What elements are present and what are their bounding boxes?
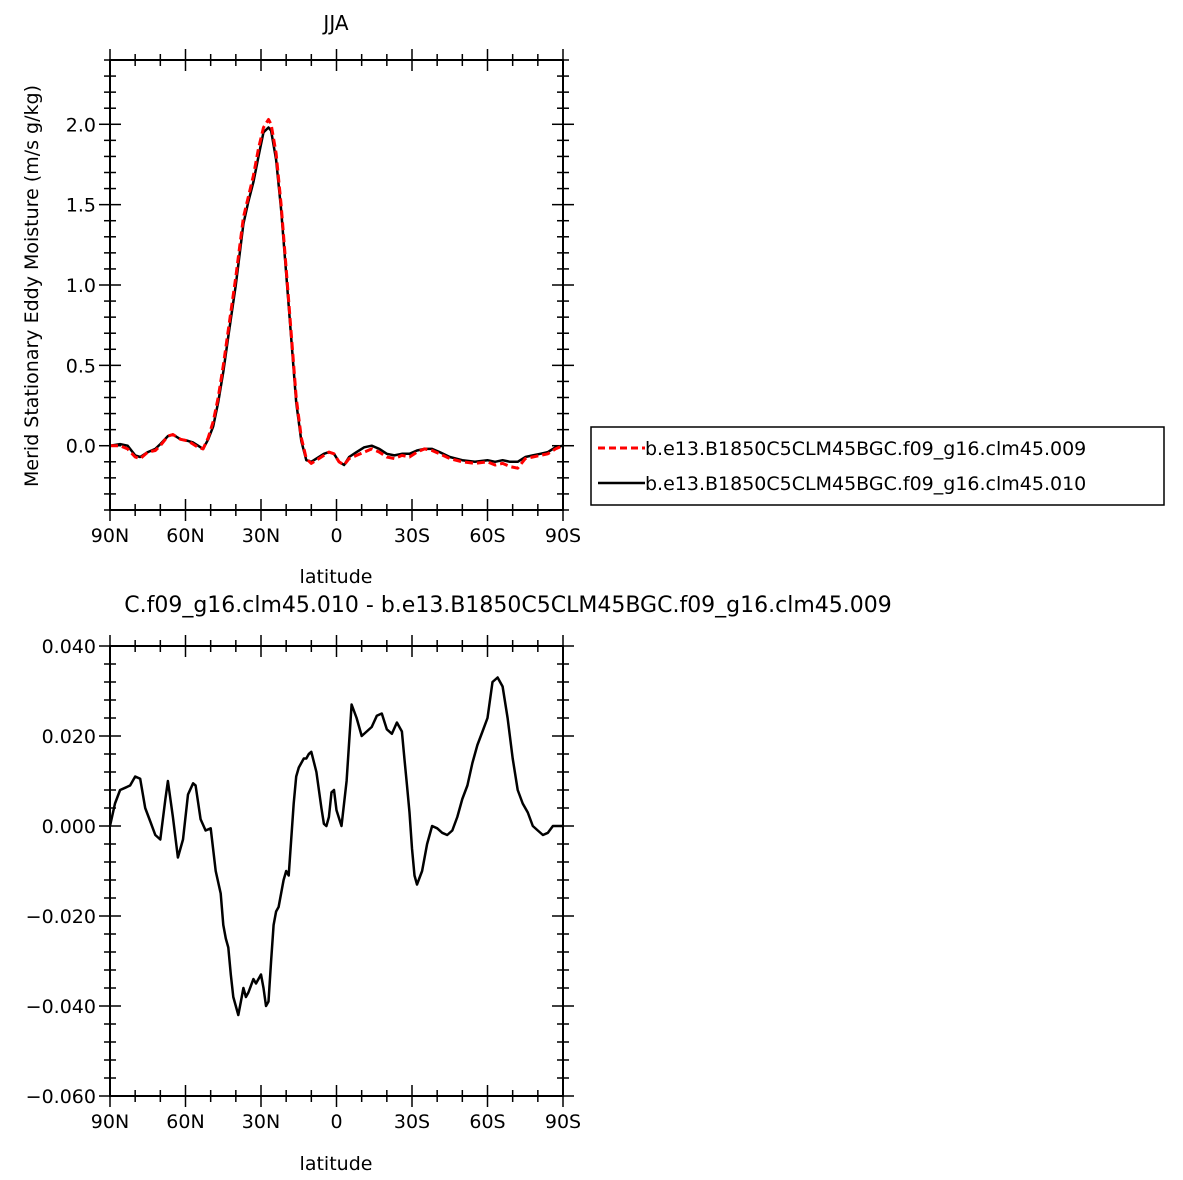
series-line-1-2 <box>109 126 564 467</box>
legend: b.e13.B1850C5CLM45BGC.f09_g16.clm45.009 … <box>590 426 1165 506</box>
x-tick-label: 90S <box>545 1111 581 1133</box>
x-tick-label: 60S <box>469 1111 505 1133</box>
x-tick-label: 60N <box>166 1111 204 1133</box>
bottom-chart-plot-area <box>108 676 563 1017</box>
x-tick-label: 60S <box>469 525 505 547</box>
bottom-chart-ticks: 90N 60N 30N 0 30S 60S 90S 0.040 0.020 0.000 −0.020… <box>26 635 581 1133</box>
y-tick-label: −0.040 <box>26 996 96 1018</box>
y-tick-label: 0.0 <box>66 436 96 458</box>
top-chart-xlabel: latitude <box>300 566 373 588</box>
y-tick-label: 0.020 <box>42 726 96 748</box>
top-chart-ylabel: Merid Stationary Eddy Moisture (m/s g/kg… <box>21 85 43 487</box>
y-tick-label: −0.020 <box>26 906 96 928</box>
x-tick-label: 30N <box>242 1111 280 1133</box>
x-tick-label: 0 <box>330 525 342 547</box>
bottom-chart-xlabel: latitude <box>300 1153 373 1175</box>
bottom-chart: C.f09_g16.clm45.010 - b.e13.B1850C5CLM45… <box>26 593 892 1175</box>
y-tick-label: 0.000 <box>42 816 96 838</box>
x-tick-label: 90N <box>91 1111 129 1133</box>
legend-label-series-2: b.e13.B1850C5CLM45BGC.f09_g16.clm45.010 <box>645 473 1086 495</box>
top-chart-frame <box>109 59 564 511</box>
y-tick-label: 2.0 <box>66 114 96 136</box>
top-chart-ticks: 90N 60N 30N 0 30S 60S 90S 0.0 0.5 1.0 1.5 2.0 <box>66 49 581 547</box>
bottom-chart-frame <box>109 645 564 1097</box>
y-tick-label: 1.0 <box>66 275 96 297</box>
legend-label-series-1: b.e13.B1850C5CLM45BGC.f09_g16.clm45.009 <box>645 438 1086 460</box>
legend-box <box>590 426 1165 506</box>
y-tick-label: 0.5 <box>66 355 96 377</box>
series-line-2-1 <box>108 676 563 1017</box>
top-chart-title: JJA <box>321 11 348 35</box>
top-chart: JJA Merid Stationary Eddy Moisture (m/s … <box>21 11 581 588</box>
series-line-1-1 <box>110 118 564 470</box>
top-chart-plot-area <box>109 118 564 470</box>
x-tick-label: 60N <box>166 525 204 547</box>
x-tick-label: 30N <box>242 525 280 547</box>
x-tick-label: 30S <box>394 1111 430 1133</box>
x-tick-label: 90S <box>545 525 581 547</box>
bottom-chart-title: C.f09_g16.clm45.010 - b.e13.B1850C5CLM45… <box>124 593 892 618</box>
y-tick-label: −0.060 <box>26 1086 96 1108</box>
x-tick-label: 0 <box>330 1111 342 1133</box>
y-tick-label: 0.040 <box>42 636 96 658</box>
x-tick-label: 90N <box>91 525 129 547</box>
x-tick-label: 30S <box>394 525 430 547</box>
y-tick-label: 1.5 <box>66 195 96 217</box>
